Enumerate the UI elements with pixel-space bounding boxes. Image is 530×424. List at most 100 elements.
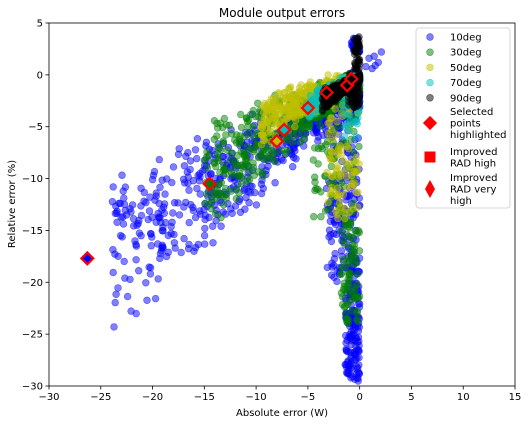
point-90deg [352, 44, 360, 53]
point-50deg [337, 203, 345, 212]
y-tick-label: −25 [22, 330, 43, 341]
point-10deg [145, 207, 154, 215]
point-50deg [344, 145, 353, 153]
point-30deg [244, 122, 252, 131]
point-30deg [201, 199, 210, 207]
point-50deg [341, 214, 349, 223]
point-10deg [171, 244, 179, 252]
point-10deg [113, 218, 121, 227]
point-10deg [121, 274, 129, 282]
point-30deg [222, 121, 231, 129]
point-10deg [159, 244, 167, 252]
point-50deg [258, 123, 267, 131]
point-10deg [123, 292, 132, 301]
point-10deg [156, 183, 164, 192]
point-10deg [151, 294, 160, 303]
point-10deg [113, 207, 121, 216]
y-tick-label: −30 [22, 382, 43, 393]
point-50deg [327, 187, 335, 195]
point-30deg [340, 303, 349, 311]
point-10deg [132, 242, 141, 250]
point-10deg [353, 346, 361, 354]
point-50deg [286, 113, 294, 121]
point-10deg [333, 277, 341, 286]
point-30deg [223, 146, 231, 154]
x-tick-label: 0 [356, 392, 362, 403]
point-30deg [278, 146, 286, 155]
point-50deg [294, 110, 302, 118]
point-10deg [142, 279, 150, 287]
point-90deg [318, 107, 327, 115]
point-10deg [147, 230, 155, 238]
point-10deg [236, 208, 245, 217]
highlighted-points [79, 71, 359, 266]
point-10deg [271, 179, 279, 187]
point-30deg [220, 114, 229, 123]
point-30deg [237, 148, 245, 156]
point-10deg [342, 347, 351, 355]
point-10deg [349, 336, 357, 344]
point-50deg [290, 98, 298, 107]
plot-frame [48, 22, 516, 387]
x-tick-label: 10 [457, 392, 470, 403]
point-10deg [143, 296, 151, 304]
point-10deg [362, 62, 370, 71]
highlight-marker [300, 100, 316, 116]
point-50deg [334, 214, 342, 223]
point-10deg [180, 162, 189, 170]
point-10deg [169, 209, 177, 217]
point-50deg [354, 188, 362, 197]
point-10deg [135, 267, 143, 275]
point-10deg [209, 239, 217, 247]
point-30deg [237, 180, 246, 188]
point-10deg [182, 198, 190, 207]
point-10deg [111, 250, 119, 258]
point-30deg [232, 185, 241, 193]
point-30deg [337, 270, 345, 279]
point-30deg [222, 131, 230, 139]
point-10deg [191, 146, 200, 154]
point-30deg [251, 112, 260, 121]
point-10deg [167, 229, 175, 238]
point-10deg [110, 323, 118, 331]
point-30deg [310, 213, 318, 221]
point-30deg [228, 171, 237, 179]
point-90deg [355, 33, 363, 41]
point-90deg [355, 65, 363, 73]
point-10deg [177, 248, 185, 257]
point-30deg [317, 213, 325, 221]
point-10deg [108, 198, 117, 206]
legend-highlight-label: Improved RAD very high [450, 173, 497, 207]
point-30deg [232, 160, 240, 168]
legend-thin-diamond-marker [425, 180, 435, 198]
point-10deg [112, 290, 120, 298]
point-10deg [154, 240, 162, 248]
point-50deg [272, 96, 280, 104]
point-30deg [213, 149, 222, 158]
point-50deg [335, 191, 344, 199]
point-10deg [194, 240, 203, 249]
point-30deg [250, 145, 258, 154]
point-50deg [327, 114, 335, 122]
point-10deg [200, 231, 209, 240]
point-10deg [205, 213, 213, 222]
point-90deg [353, 102, 361, 111]
point-10deg [290, 153, 298, 162]
point-30deg [242, 114, 251, 123]
point-10deg [161, 190, 169, 198]
x-tick-label: 5 [408, 392, 414, 403]
point-10deg [194, 171, 202, 180]
point-10deg [342, 339, 350, 347]
point-10deg [337, 247, 346, 255]
point-10deg [146, 270, 155, 278]
legend-diamond-marker [422, 115, 438, 131]
point-10deg [328, 263, 336, 271]
point-30deg [312, 184, 320, 193]
legend-label: 90deg [450, 93, 482, 104]
point-30deg [202, 190, 211, 198]
point-30deg [245, 129, 253, 137]
point-10deg [201, 240, 209, 248]
x-tick-label: −10 [246, 392, 267, 403]
point-10deg [245, 199, 253, 207]
